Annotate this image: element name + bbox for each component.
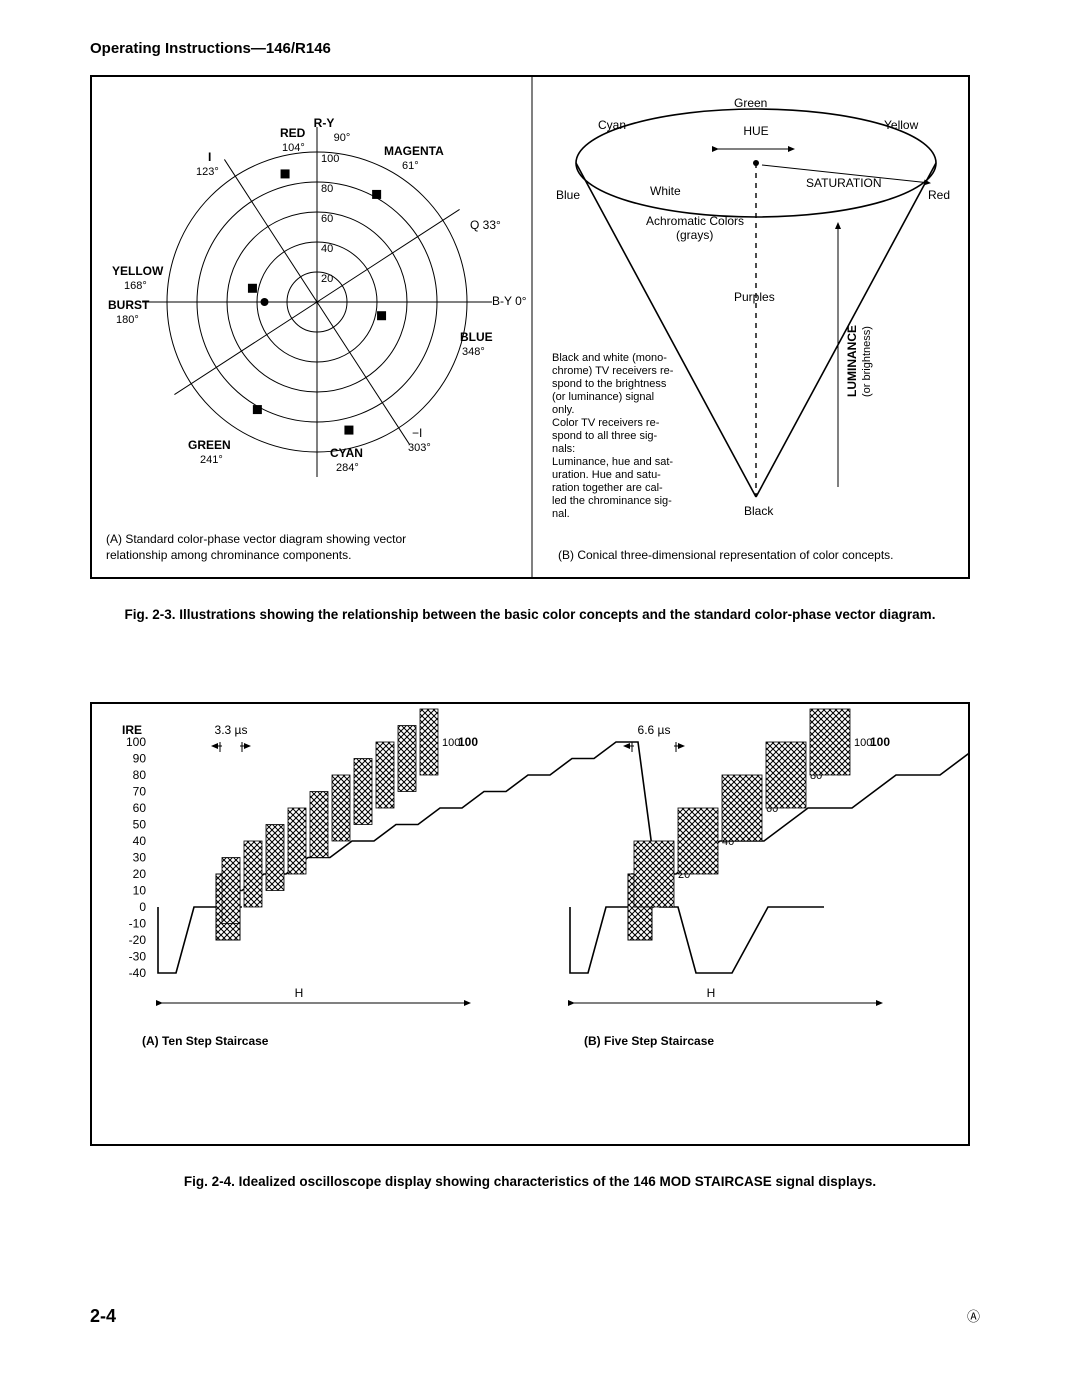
svg-text:100: 100 [321,153,339,165]
svg-text:(B) Five Step Staircase: (B) Five Step Staircase [584,1034,714,1048]
svg-text:BLUE: BLUE [460,330,493,344]
svg-text:20: 20 [133,867,147,881]
svg-text:168°: 168° [124,280,147,292]
svg-text:284°: 284° [336,462,359,474]
svg-text:180°: 180° [116,314,139,326]
svg-text:H: H [707,986,716,1000]
svg-text:100: 100 [126,735,146,749]
svg-text:Color TV receivers re-: Color TV receivers re- [552,417,660,429]
svg-text:only.: only. [552,404,574,416]
svg-text:90°: 90° [334,132,351,144]
svg-text:YELLOW: YELLOW [112,264,164,278]
svg-text:Purples: Purples [734,290,775,304]
svg-text:-40: -40 [129,966,147,980]
svg-text:61°: 61° [402,160,419,172]
figure-2-4: IRE1009080706050403020100-10-20-30-403.3… [90,702,970,1146]
svg-text:(or brightness): (or brightness) [861,326,873,397]
svg-text:100: 100 [870,735,890,749]
svg-text:3.3 µs: 3.3 µs [215,723,248,737]
svg-text:10: 10 [133,884,147,898]
svg-text:(A) Ten Step Staircase: (A) Ten Step Staircase [142,1034,269,1048]
svg-text:(B) Conical three-dimensional: (B) Conical three-dimensional representa… [558,548,894,562]
svg-text:50: 50 [133,818,147,832]
svg-text:SATURATION: SATURATION [806,176,882,190]
svg-text:GREEN: GREEN [188,438,231,452]
svg-text:MAGENTA: MAGENTA [384,144,444,158]
svg-text:nal.: nal. [552,508,570,520]
svg-text:6.6 µs: 6.6 µs [638,723,671,737]
page-number: 2-4 [90,1306,116,1327]
svg-text:I: I [208,150,211,164]
svg-text:20: 20 [321,273,333,285]
fig24-svg: IRE1009080706050403020100-10-20-30-403.3… [92,704,968,1144]
svg-text:(A) Standard color-phase vecto: (A) Standard color-phase vector diagram … [106,532,406,546]
svg-text:-10: -10 [129,917,147,931]
svg-text:241°: 241° [200,454,223,466]
svg-text:Achromatic Colors: Achromatic Colors [646,214,744,228]
svg-text:Blue: Blue [556,188,580,202]
svg-text:-30: -30 [129,950,147,964]
svg-text:30: 30 [133,851,147,865]
svg-text:40: 40 [321,243,333,255]
svg-text:H: H [295,986,304,1000]
svg-text:chrome) TV receivers re-: chrome) TV receivers re- [552,365,674,377]
page-header: Operating Instructions—146/R146 [90,40,970,57]
svg-text:RED: RED [280,126,306,140]
svg-text:B-Y 0°: B-Y 0° [492,294,527,308]
svg-text:60: 60 [321,213,333,225]
svg-text:303°: 303° [408,442,431,454]
svg-text:HUE: HUE [743,124,768,138]
svg-text:R-Y: R-Y [314,116,335,130]
svg-text:spond to all three sig-: spond to all three sig- [552,430,658,442]
svg-text:60: 60 [133,801,147,815]
svg-text:348°: 348° [462,346,485,358]
svg-text:70: 70 [133,785,147,799]
svg-text:ration together are cal-: ration together are cal- [552,482,663,494]
svg-text:relationship among chrominance: relationship among chrominance component… [106,548,351,562]
svg-text:Red: Red [928,188,950,202]
svg-text:−I: −I [412,426,422,440]
svg-text:80: 80 [321,183,333,195]
fig23-svg: 20 40 60 80 100 B-Y 0° R-Y 90° BURST 180° I 123° Q 3… [92,77,968,577]
svg-text:-20: -20 [129,933,147,947]
svg-text:0: 0 [139,900,146,914]
svg-text:(or luminance) signal: (or luminance) signal [552,391,654,403]
svg-text:90: 90 [133,752,147,766]
svg-text:80: 80 [133,768,147,782]
svg-text:Q 33°: Q 33° [470,218,501,232]
copyright-mark: Ⓐ [967,1306,980,1325]
svg-text:104°: 104° [282,142,305,154]
svg-text:(grays): (grays) [676,228,713,242]
svg-text:BURST: BURST [108,298,150,312]
fig23-caption: Fig. 2-3. Illustrations showing the rela… [90,607,970,622]
svg-text:spond to the brightness: spond to the brightness [552,378,667,390]
svg-text:Black: Black [744,504,774,518]
svg-text:uration. Hue and satu-: uration. Hue and satu- [552,469,661,481]
svg-text:led the chrominance sig-: led the chrominance sig- [552,495,672,507]
svg-text:White: White [650,184,681,198]
svg-text:Yellow: Yellow [884,118,919,132]
svg-text:nals:: nals: [552,443,575,455]
svg-text:CYAN: CYAN [330,446,363,460]
figure-2-3: 20 40 60 80 100 B-Y 0° R-Y 90° BURST 180° I 123° Q 3… [90,75,970,579]
svg-text:Cyan: Cyan [598,118,626,132]
svg-text:Green: Green [734,96,767,110]
svg-text:100: 100 [458,735,478,749]
svg-text:Black and white (mono-: Black and white (mono- [552,352,667,364]
svg-text:Luminance, hue and sat-: Luminance, hue and sat- [552,456,673,468]
svg-text:123°: 123° [196,166,219,178]
svg-text:40: 40 [133,834,147,848]
fig24-caption: Fig. 2-4. Idealized oscilloscope display… [90,1174,970,1189]
svg-text:LUMINANCE: LUMINANCE [845,325,859,397]
